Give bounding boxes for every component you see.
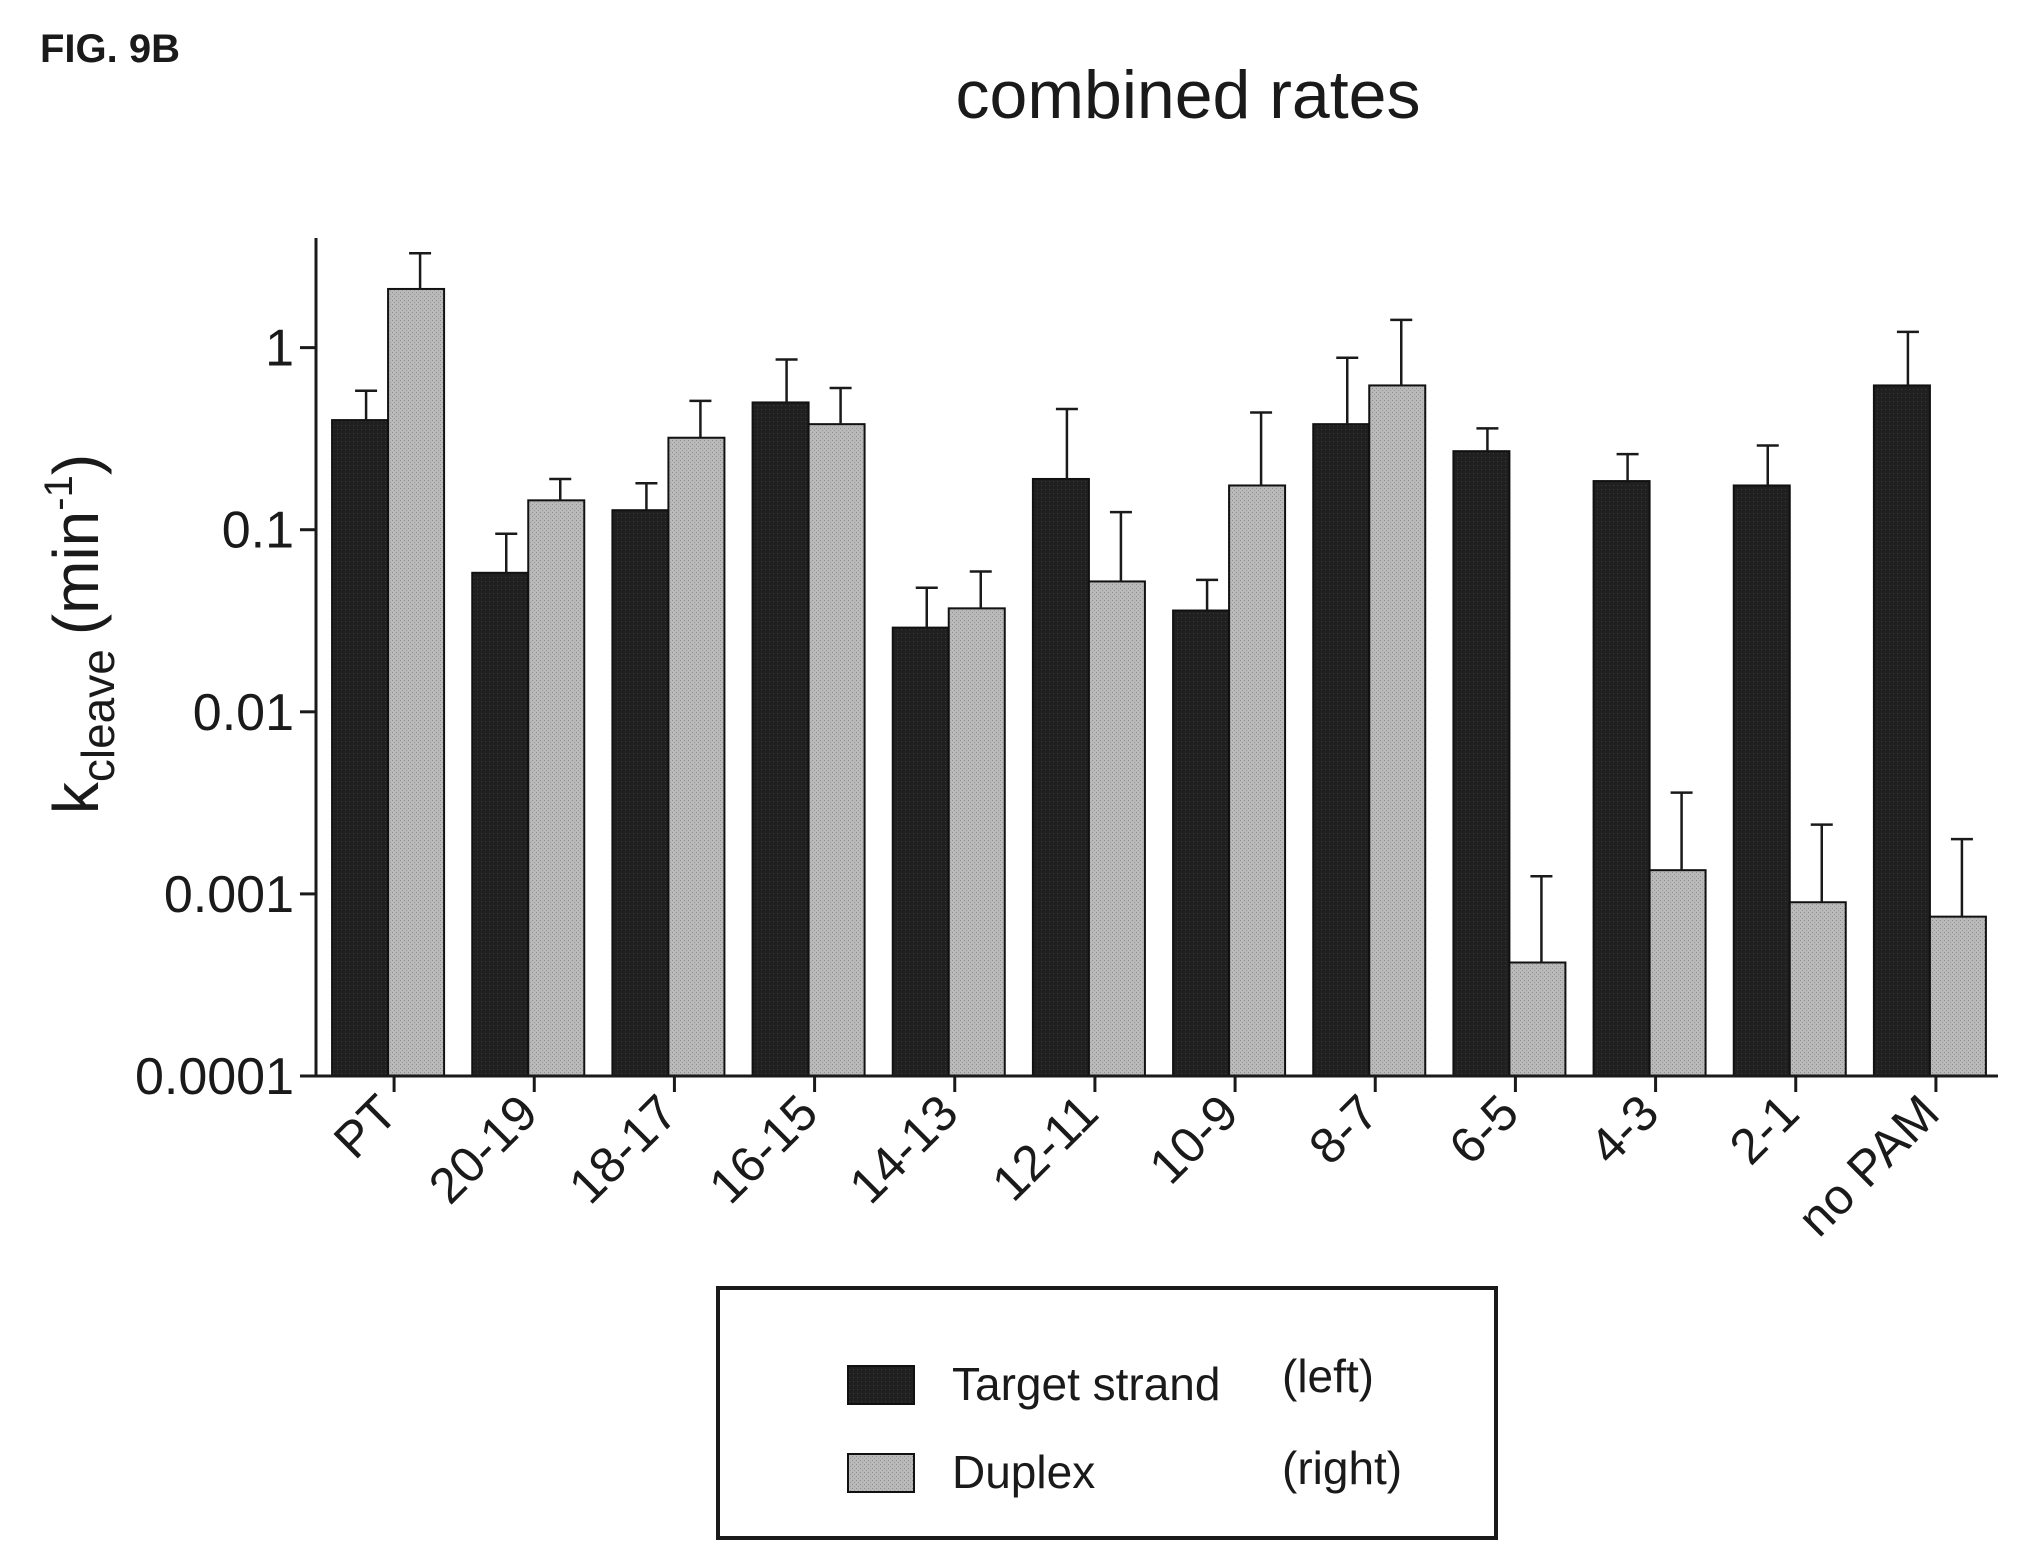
error-bars-layer (355, 251, 1973, 963)
x-axis-ticks: PT 20-19 18-17 16-15 14-13 12-11 10-9 8-7 6-5 4-3… (323, 1076, 1950, 1247)
y-axis-title: kcleave (min-1) (37, 454, 124, 814)
y-axis-unit-close: ) (40, 454, 112, 475)
y-tick-label-0: 0.0001 (135, 1048, 294, 1106)
bar-duplex-9 (1648, 869, 1707, 1078)
legend-swatch-duplex (847, 1453, 915, 1493)
x-tick-label-9: 4-3 (1579, 1084, 1670, 1175)
bar-duplex-3 (807, 423, 866, 1077)
bar-target-strand-8 (1452, 450, 1511, 1077)
legend-frame (716, 1286, 1498, 1540)
bar-target-strand-0 (331, 419, 390, 1078)
y-axis-unit-open: (min (40, 511, 112, 635)
legend: Target strand (left) Duplex (right) (716, 1286, 1498, 1540)
x-tick-label-0: PT (323, 1084, 408, 1169)
legend-position-target-strand: (left) (1282, 1350, 1374, 1402)
bar-target-strand-1 (471, 571, 530, 1077)
y-axis-subscript: cleave (72, 649, 124, 782)
bar-target-strand-3 (751, 401, 810, 1077)
bar-duplex-7 (1368, 384, 1427, 1077)
bar-target-strand-6 (1172, 609, 1231, 1078)
y-tick-label-4: 1 (265, 320, 294, 378)
figure-label: FIG. 9B (40, 27, 180, 71)
bar-target-strand-2 (611, 509, 670, 1077)
x-tick-label-8: 6-5 (1438, 1084, 1529, 1175)
legend-label-duplex: Duplex (952, 1446, 1095, 1498)
x-tick-label-3: 16-15 (698, 1084, 828, 1214)
y-tick-label-2: 0.01 (193, 684, 294, 742)
x-tick-label-6: 10-9 (1138, 1084, 1248, 1194)
bar-target-strand-4 (891, 626, 950, 1077)
legend-position-duplex: (right) (1282, 1442, 1402, 1494)
bar-duplex-4 (947, 607, 1006, 1078)
x-tick-label-2: 18-17 (558, 1084, 688, 1214)
chart-title: combined rates (956, 57, 1421, 133)
bars-layer (331, 287, 1987, 1078)
bar-duplex-5 (1087, 580, 1146, 1077)
bar-duplex-1 (527, 499, 586, 1078)
x-tick-label-1: 20-19 (418, 1084, 548, 1214)
bar-target-strand-10 (1732, 484, 1791, 1077)
y-axis-ticks: 0.0001 0.001 0.01 0.1 1 (135, 320, 316, 1106)
y-axis-symbol: k (40, 781, 112, 814)
x-tick-label-5: 12-11 (981, 1084, 1108, 1211)
bar-duplex-10 (1788, 901, 1847, 1078)
y-tick-label-1: 0.001 (164, 866, 294, 924)
bar-target-strand-5 (1031, 477, 1090, 1077)
bar-duplex-0 (387, 287, 446, 1077)
bar-duplex-8 (1508, 961, 1567, 1077)
y-axis-unit-superscript: -1 (37, 475, 81, 511)
x-tick-label-10: 2-1 (1719, 1084, 1810, 1175)
x-tick-label-7: 8-7 (1298, 1084, 1389, 1175)
y-tick-label-3: 0.1 (222, 502, 294, 560)
bar-duplex-2 (667, 436, 726, 1077)
bar-target-strand-11 (1872, 384, 1931, 1077)
x-tick-label-4: 14-13 (838, 1084, 968, 1214)
svg-text:kcleave(min-1): kcleave (min-1) (37, 454, 124, 814)
legend-label-target-strand: Target strand (952, 1358, 1220, 1410)
bar-duplex-11 (1928, 915, 1987, 1077)
bar-duplex-6 (1228, 484, 1287, 1077)
legend-swatch-target-strand (847, 1365, 915, 1405)
bar-target-strand-9 (1592, 480, 1651, 1078)
bar-target-strand-7 (1312, 423, 1371, 1077)
x-tick-label-11: no PAM (1787, 1084, 1950, 1247)
